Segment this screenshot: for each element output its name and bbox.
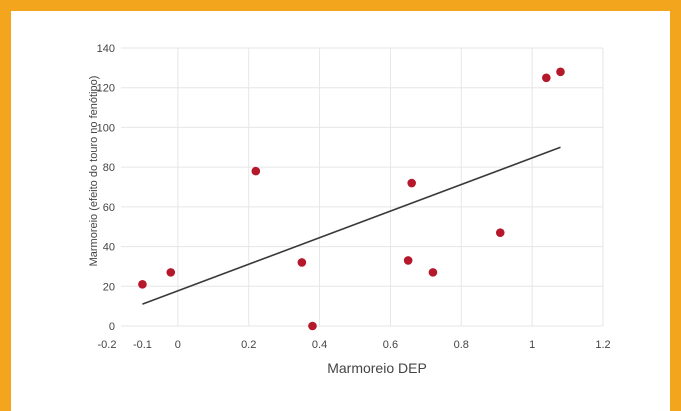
x-tick-label: 1	[529, 339, 535, 351]
scatter-chart: 0 20 40 60 80 100 120 140 -0.2 -0.1 0 0.2 0.4 0.6 0.8 1…	[88, 43, 611, 376]
y-axis-label: Marmoreio (efeito do touro no fenótipo)	[88, 76, 100, 267]
x-tick-label: -0.1	[133, 339, 152, 351]
y-tick-label: 100	[97, 122, 115, 134]
data-point	[308, 321, 317, 331]
chart-panel: 0 20 40 60 80 100 120 140 -0.2 -0.1 0 0.2 0.4 0.6 0.8 1…	[11, 11, 670, 411]
y-tick-label: 120	[97, 83, 115, 95]
data-point	[297, 258, 307, 267]
x-tick-label: 0.8	[454, 339, 469, 351]
y-tick-label: 60	[103, 202, 115, 214]
data-point	[428, 268, 438, 277]
data-point	[138, 280, 147, 289]
y-tick-label: 20	[103, 281, 115, 293]
grid-lines	[121, 47, 604, 327]
data-points	[138, 67, 565, 331]
x-tick-label: 1.2	[595, 339, 610, 351]
data-point	[495, 228, 505, 237]
y-tick-label: 80	[103, 162, 115, 174]
x-axis-label: Marmoreio DEP	[327, 360, 427, 376]
y-tick-label: 40	[103, 242, 115, 254]
trendline	[142, 146, 561, 305]
y-tick-label: 0	[109, 321, 115, 333]
x-tick-label: 0.4	[312, 339, 327, 351]
data-point	[542, 73, 551, 83]
tick-labels: 0 20 40 60 80 100 120 140 -0.2 -0.1 0 0.2 0.4 0.6 0.8 1…	[97, 43, 611, 351]
x-tick-label: -0.2	[98, 339, 117, 351]
y-tick-label: 140	[97, 43, 115, 55]
x-tick-label: 0.2	[241, 339, 256, 351]
data-point	[407, 178, 416, 188]
data-point	[403, 256, 413, 265]
data-point	[556, 67, 565, 77]
x-tick-label: 0	[175, 339, 181, 351]
data-point	[166, 268, 176, 277]
x-tick-label: 0.6	[383, 339, 398, 351]
data-point	[251, 166, 261, 176]
trendline-layer	[142, 146, 561, 305]
